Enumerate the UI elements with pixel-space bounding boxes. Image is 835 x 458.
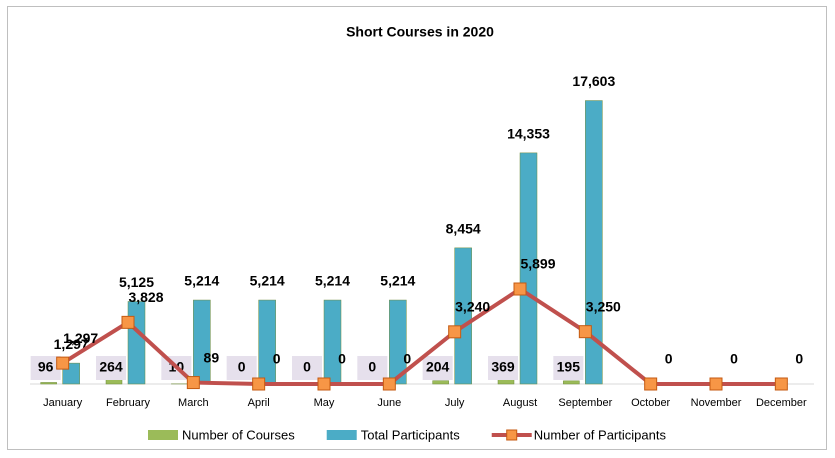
bar [585, 100, 603, 385]
data-label: 369 [491, 359, 515, 375]
x-tick-label: April [248, 397, 270, 409]
data-label: 0 [665, 351, 673, 367]
bar [389, 299, 407, 385]
data-label: 0 [403, 351, 411, 367]
legend-label: Number of Participants [534, 427, 667, 442]
data-label: 17,603 [572, 73, 615, 89]
data-label: 204 [426, 359, 450, 375]
data-label: 89 [204, 349, 220, 365]
label-box [357, 356, 388, 380]
marker [121, 315, 135, 329]
data-label: 1,297 [54, 336, 89, 352]
bar [127, 301, 146, 385]
data-label: 8,454 [446, 221, 481, 237]
label-box [553, 356, 584, 380]
data-label: 1,297 [63, 330, 98, 346]
data-label: 5,214 [184, 273, 219, 289]
bar [432, 380, 449, 385]
line [61, 286, 782, 386]
x-tick-label: March [178, 397, 209, 409]
bar [40, 382, 57, 385]
data-label: 0 [238, 359, 246, 375]
bar [193, 299, 211, 385]
data-label: 264 [99, 359, 123, 375]
data-label: 5,899 [520, 256, 555, 272]
x-tick-label: September [558, 397, 612, 409]
marker [578, 325, 592, 339]
marker [709, 377, 723, 391]
x-tick-label: May [314, 397, 335, 409]
data-label: 195 [557, 359, 581, 375]
marker [448, 325, 462, 339]
data-label: 96 [38, 359, 54, 375]
x-tick-label: January [43, 397, 83, 409]
x-tick-label: November [691, 397, 742, 409]
bar [258, 299, 276, 385]
legend-swatch [148, 430, 178, 440]
data-label: 5,214 [380, 273, 415, 289]
data-label: 0 [303, 359, 311, 375]
label-box [96, 356, 126, 380]
x-tick-label: December [756, 397, 807, 409]
legend-marker [506, 429, 518, 441]
label-box [30, 356, 61, 380]
marker [317, 377, 331, 391]
marker [644, 377, 658, 391]
data-label: 14,353 [507, 126, 550, 142]
data-label: 0 [795, 351, 803, 367]
x-tick-label: August [503, 397, 537, 409]
x-tick-label: October [631, 397, 670, 409]
data-label: 5,214 [250, 273, 285, 289]
bar [563, 380, 580, 385]
legend-label: Total Participants [361, 427, 460, 442]
data-label: 3,250 [586, 298, 621, 314]
label-box [422, 356, 453, 380]
marker [186, 376, 200, 390]
data-label: 0 [273, 351, 281, 367]
data-label: 3,240 [455, 299, 490, 315]
data-label: 3,828 [128, 289, 163, 305]
marker [774, 377, 788, 391]
data-label: 0 [368, 359, 376, 375]
bar [519, 152, 538, 385]
legend-swatch [326, 430, 357, 440]
bar [105, 379, 123, 385]
marker [382, 377, 396, 391]
x-tick-label: June [377, 397, 401, 409]
marker [56, 356, 70, 370]
legend-label: Number of Courses [182, 427, 295, 442]
data-label: 0 [338, 351, 346, 367]
label-box [226, 356, 257, 380]
marker [513, 282, 527, 296]
data-label: 5,125 [119, 274, 154, 290]
bar [323, 299, 342, 385]
bar [454, 247, 472, 385]
data-label: 5,214 [315, 273, 350, 289]
data-label: 0 [730, 351, 738, 367]
marker [252, 377, 266, 391]
label-box [292, 356, 322, 380]
x-tick-label: February [106, 397, 151, 409]
chart-title: Short Courses in 2020 [346, 24, 494, 40]
x-tick-label: July [445, 397, 465, 409]
label-box [488, 356, 518, 380]
